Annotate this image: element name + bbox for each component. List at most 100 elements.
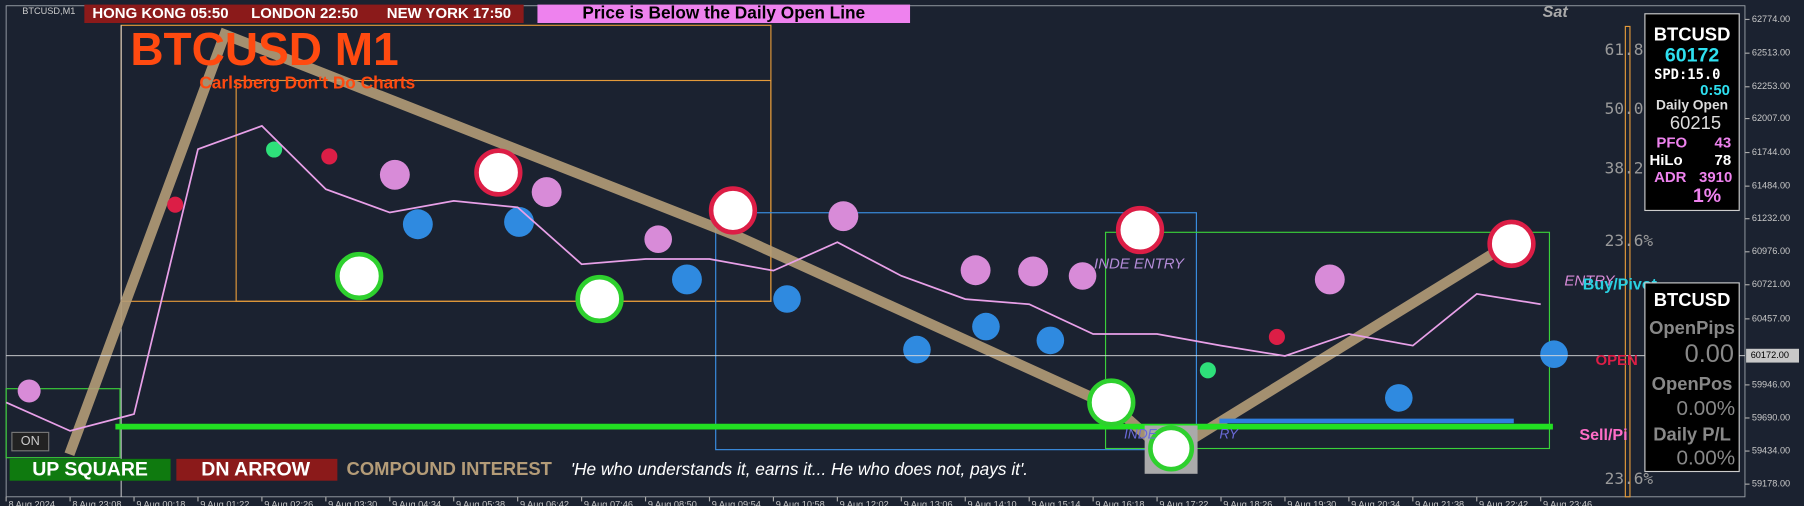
- legend-compound: COMPOUND INTEREST: [347, 458, 553, 479]
- x-tick-label: 9 Aug 16:18: [1095, 499, 1144, 506]
- notice-bg: [537, 4, 911, 23]
- y-tick-label: 62253.00: [1752, 81, 1790, 91]
- y-tick-label: 59178.00: [1752, 479, 1790, 489]
- zone-box: [1624, 25, 1631, 498]
- pivot-label: Sell/Pi: [1579, 426, 1627, 444]
- x-tick-label: 9 Aug 18:26: [1223, 499, 1272, 506]
- y-tick-label: 60721.00: [1752, 279, 1790, 289]
- panel-label: OpenPips: [1649, 317, 1735, 338]
- marker: [672, 264, 702, 295]
- y-tick-label: 59434.00: [1752, 445, 1790, 455]
- fib-label: 23.6%: [1605, 231, 1654, 250]
- panel-price: 60172: [1665, 45, 1719, 67]
- fib-label: 23.6%: [1605, 469, 1654, 488]
- y-tick-label: 62513.00: [1752, 48, 1790, 58]
- y-tick-label: 61744.00: [1752, 147, 1790, 157]
- marker: [402, 209, 433, 240]
- marker: [828, 201, 859, 232]
- zone-box: [5, 388, 121, 459]
- quote: 'He who understands it, earns it... He w…: [571, 459, 1028, 479]
- marker: [504, 207, 534, 237]
- x-tick-label: 9 Aug 14:10: [968, 499, 1017, 506]
- x-tick-label: 9 Aug 04:34: [392, 499, 441, 506]
- up-arrow: [335, 251, 384, 301]
- x-tick-label: 9 Aug 00:18: [136, 499, 185, 506]
- marker: [1199, 362, 1216, 379]
- marker: [266, 141, 283, 158]
- clock: NEW YORK 17:50: [387, 5, 511, 22]
- symbol-label: BTCUSD,M1: [22, 6, 75, 16]
- panel-value: 1%: [1693, 185, 1721, 207]
- x-tick-label: 9 Aug 06:42: [520, 499, 569, 506]
- plot: [5, 24, 1631, 498]
- panel-value: 0.00%: [1677, 446, 1736, 469]
- y-tick-label: 62774.00: [1752, 14, 1790, 24]
- x-tick-label: 9 Aug 09:54: [712, 499, 761, 506]
- zone-box: [715, 212, 1197, 451]
- entry-label: INDE ENTRY: [1094, 255, 1185, 272]
- up-arrow: [1087, 378, 1136, 427]
- down-arrow: [708, 186, 758, 235]
- trade-panel: [1644, 282, 1740, 473]
- x-tick-label: 9 Aug 10:58: [776, 499, 825, 506]
- x-tick-label: 9 Aug 22:42: [1479, 499, 1528, 506]
- entry-label: ENTRY: [1564, 273, 1615, 290]
- y-tick-label: 61484.00: [1752, 181, 1790, 191]
- zone-box: [1104, 231, 1551, 450]
- clock-bar: [84, 4, 524, 23]
- on-button[interactable]: [11, 431, 50, 452]
- x-tick-label: 9 Aug 21:38: [1415, 499, 1464, 506]
- panel-value: 0.00%: [1677, 397, 1736, 420]
- panel-label: Daily P/L: [1653, 424, 1731, 445]
- x-tick-label: 9 Aug 20:34: [1351, 499, 1400, 506]
- on-label[interactable]: ON: [21, 434, 40, 448]
- y-tick-label: 60457.00: [1752, 313, 1790, 323]
- marker: [773, 285, 801, 313]
- zone-box: [235, 79, 772, 302]
- x-tick-label: 9 Aug 15:14: [1031, 499, 1080, 506]
- entry-label: RY: [1219, 426, 1239, 441]
- marker: [1268, 328, 1285, 345]
- dn-arrow-bg: [176, 458, 338, 481]
- x-tick-label: 9 Aug 05:38: [456, 499, 505, 506]
- y-tick-label: 59946.00: [1752, 379, 1790, 389]
- pivot-label: Buy/Pivot: [1583, 275, 1658, 293]
- panel-value: 3910: [1699, 169, 1732, 186]
- marker: [903, 335, 931, 364]
- x-tick-label: 9 Aug 23:46: [1543, 499, 1592, 506]
- current-price-label: 60172.00: [1751, 350, 1789, 360]
- chart-title: BTCUSD M1: [130, 23, 398, 75]
- day: Sat: [1543, 3, 1569, 21]
- x-tick-label: 9 Aug 19:30: [1287, 499, 1336, 506]
- marker: [531, 177, 562, 207]
- chart-subtitle: Carlsberg Don't Do Charts: [199, 73, 415, 93]
- marker: [1068, 262, 1097, 290]
- panel-label: PFO: [1656, 135, 1687, 152]
- marker: [1385, 384, 1413, 412]
- marker: [644, 225, 672, 253]
- down-arrow: [1115, 205, 1165, 255]
- x-tick-label: 9 Aug 07:46: [584, 499, 633, 506]
- panel-symbol: BTCUSD: [1654, 24, 1731, 45]
- x-tick-label: 9 Aug 01:22: [200, 499, 249, 506]
- panel-value: 78: [1715, 152, 1732, 169]
- legend-up: UP SQUARE: [32, 459, 148, 481]
- x-tick-label: 8 Aug 2024: [8, 499, 55, 506]
- y-tick-label: 62007.00: [1752, 113, 1790, 123]
- panel-daily-open: 60215: [1670, 112, 1721, 133]
- panel-label: HiLo: [1650, 152, 1683, 169]
- panel-label: OpenPos: [1652, 373, 1733, 394]
- current-price-box: [1746, 348, 1799, 363]
- y-tick-label: 60976.00: [1752, 246, 1790, 256]
- panel-value: 0.00: [1685, 340, 1734, 368]
- markers: [17, 141, 1568, 412]
- marker: [972, 312, 1000, 341]
- clock: LONDON 22:50: [251, 5, 358, 22]
- x-tick-label: 9 Aug 13:06: [904, 499, 953, 506]
- x-tick-label: 9 Aug 12:02: [840, 499, 889, 506]
- x-tick-label: 9 Aug 03:30: [328, 499, 377, 506]
- fib-label: 61.8: [1605, 40, 1644, 59]
- x-tick-label: 9 Aug 17:22: [1159, 499, 1208, 506]
- open-label: OPEN: [1595, 352, 1637, 369]
